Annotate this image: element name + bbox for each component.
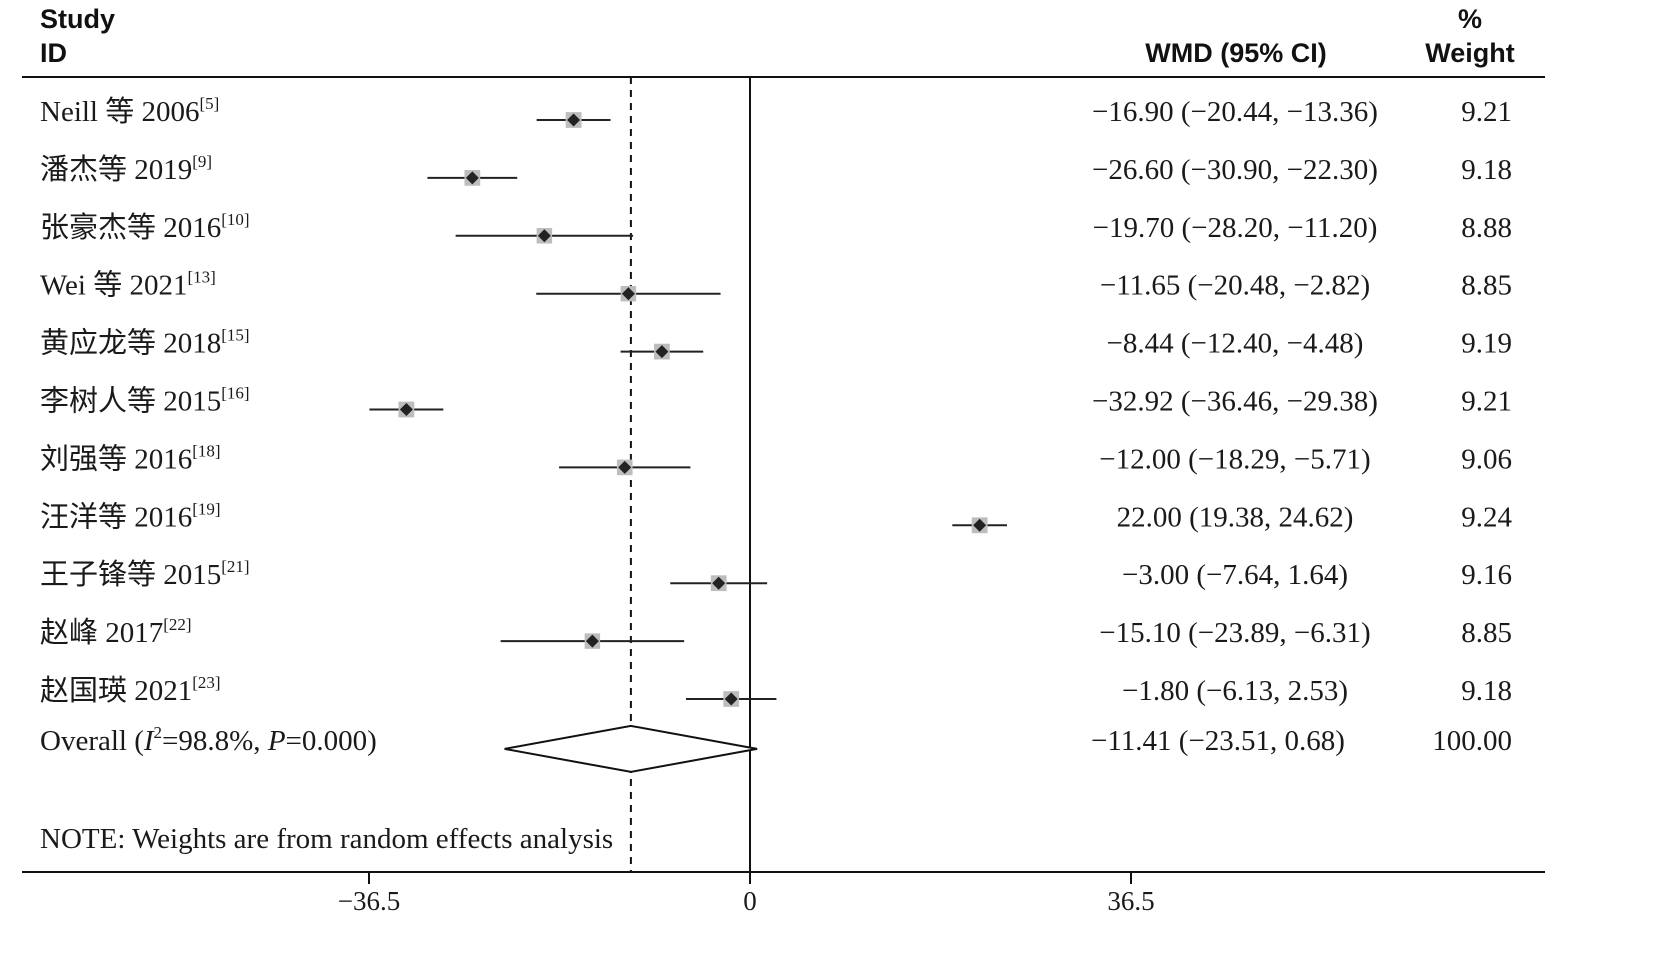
overall-text: Overall ( (40, 725, 144, 757)
overall-row: Overall (I2=98.8%, P=0.000) −11.41 (−23.5… (40, 723, 1512, 773)
study-label: 黄应龙等 2018[15] (40, 326, 250, 360)
header-percent: % (1458, 4, 1482, 34)
point-estimate (567, 113, 581, 127)
study-reference: [15] (221, 326, 249, 345)
study-row: 潘杰等 2019[9] −26.60 (−30.90, −22.30) 9.18 (40, 152, 1512, 186)
study-label: 张豪杰等 2016[10] (40, 210, 250, 244)
weight-value: 9.21 (1461, 386, 1512, 418)
point-estimate (724, 692, 738, 706)
study-row: 刘强等 2016[18] −12.00 (−18.29, −5.71) 9.06 (40, 441, 1512, 475)
i2-symbol: I (143, 725, 155, 757)
point-estimate (973, 518, 987, 532)
note-text: NOTE: Weights are from random effects an… (40, 823, 613, 855)
header-id: ID (40, 38, 67, 68)
header-study: Study (40, 4, 115, 34)
i2-exponent: 2 (154, 723, 163, 742)
overall-label: Overall (I2=98.8%, P=0.000) (40, 723, 377, 757)
overall-weight-value: 100.00 (1432, 725, 1512, 757)
study-label: 潘杰等 2019[9] (40, 152, 212, 186)
overall-ci-value: −11.41 (−23.51, 0.68) (1091, 725, 1345, 757)
i2-value: =98.8%, (162, 725, 268, 757)
study-label: 赵国瑛 2021[23] (40, 673, 221, 707)
study-reference: [18] (192, 441, 220, 460)
point-estimate (465, 171, 479, 185)
header-wmd: WMD (95% CI) (1145, 38, 1327, 68)
point-estimate (585, 634, 599, 648)
study-label: 赵峰 2017[22] (40, 615, 192, 649)
weight-value: 9.19 (1461, 328, 1512, 360)
overall-diamond (504, 724, 758, 773)
ci-value: −15.10 (−23.89, −6.31) (1099, 617, 1370, 649)
point-estimate (618, 460, 632, 474)
weight-value: 9.18 (1461, 675, 1512, 707)
weight-value: 9.24 (1461, 501, 1512, 533)
study-reference: [13] (187, 268, 215, 287)
study-row: 黄应龙等 2018[15] −8.44 (−12.40, −4.48) 9.19 (40, 326, 1512, 360)
study-row: 赵国瑛 2021[23] −1.80 (−6.13, 2.53) 9.18 (40, 673, 1512, 707)
point-estimate (537, 229, 551, 243)
weight-value: 9.18 (1461, 154, 1512, 186)
study-row: 赵峰 2017[22] −15.10 (−23.89, −6.31) 8.85 (40, 615, 1512, 649)
ci-value: 22.00 (19.38, 24.62) (1117, 501, 1354, 533)
ci-value: −8.44 (−12.40, −4.48) (1107, 328, 1364, 360)
study-row: 李树人等 2015[16] −32.92 (−36.46, −29.38) 9.21 (40, 384, 1512, 418)
study-row: Neill 等 2006[5] −16.90 (−20.44, −13.36) 9.… (40, 94, 1512, 128)
study-label: Wei 等 2021[13] (40, 268, 216, 302)
ci-value: −26.60 (−30.90, −22.30) (1092, 154, 1378, 186)
weight-value: 9.06 (1461, 443, 1512, 475)
study-reference: [16] (221, 384, 249, 403)
study-reference: [22] (163, 615, 191, 634)
ci-value: −1.80 (−6.13, 2.53) (1122, 675, 1348, 707)
point-estimate (399, 403, 413, 416)
study-reference: [5] (200, 94, 220, 113)
point-estimate (655, 345, 669, 359)
study-reference: [23] (192, 673, 220, 692)
ci-value: −16.90 (−20.44, −13.36) (1092, 96, 1378, 128)
header-weight: Weight (1425, 38, 1515, 68)
study-label: 汪洋等 2016[19] (40, 499, 221, 533)
x-tick-label: −36.5 (338, 886, 400, 916)
study-label: 刘强等 2016[18] (40, 441, 221, 475)
study-label: Neill 等 2006[5] (40, 94, 219, 128)
point-estimate (621, 287, 635, 301)
weight-value: 9.21 (1461, 96, 1512, 128)
study-reference: [10] (221, 210, 249, 229)
ci-value: −11.65 (−20.48, −2.82) (1100, 270, 1370, 302)
study-row: 王子锋等 2015[21] −3.00 (−7.64, 1.64) 9.16 (40, 557, 1512, 591)
p-symbol: P (267, 725, 286, 757)
ci-value: −32.92 (−36.46, −29.38) (1092, 386, 1378, 418)
study-label: 李树人等 2015[16] (40, 384, 250, 418)
study-reference: [19] (192, 499, 220, 518)
study-rows: Neill 等 2006[5] −16.90 (−20.44, −13.36) 9.… (40, 94, 1513, 707)
p-value: =0.000) (286, 725, 377, 757)
weight-value: 8.85 (1461, 617, 1512, 649)
weight-value: 9.16 (1461, 559, 1512, 591)
x-tick-label: 0 (743, 886, 757, 916)
study-reference: [21] (221, 557, 249, 576)
study-reference: [9] (192, 152, 212, 171)
weight-value: 8.88 (1461, 212, 1512, 244)
x-tick-label: 36.5 (1107, 886, 1154, 916)
x-axis-ticks: −36.5 0 36.5 (338, 872, 1155, 916)
study-row: Wei 等 2021[13] −11.65 (−20.48, −2.82) 8.85 (40, 268, 1512, 302)
study-row: 汪洋等 2016[19] 22.00 (19.38, 24.62) 9.24 (40, 499, 1513, 533)
ci-value: −19.70 (−28.20, −11.20) (1093, 212, 1378, 244)
weight-value: 8.85 (1461, 270, 1512, 302)
ci-value: −3.00 (−7.64, 1.64) (1122, 559, 1348, 591)
ci-value: −12.00 (−18.29, −5.71) (1099, 443, 1370, 475)
point-estimate (712, 576, 726, 590)
study-label: 王子锋等 2015[21] (40, 557, 250, 591)
study-row: 张豪杰等 2016[10] −19.70 (−28.20, −11.20) 8.88 (40, 210, 1512, 244)
